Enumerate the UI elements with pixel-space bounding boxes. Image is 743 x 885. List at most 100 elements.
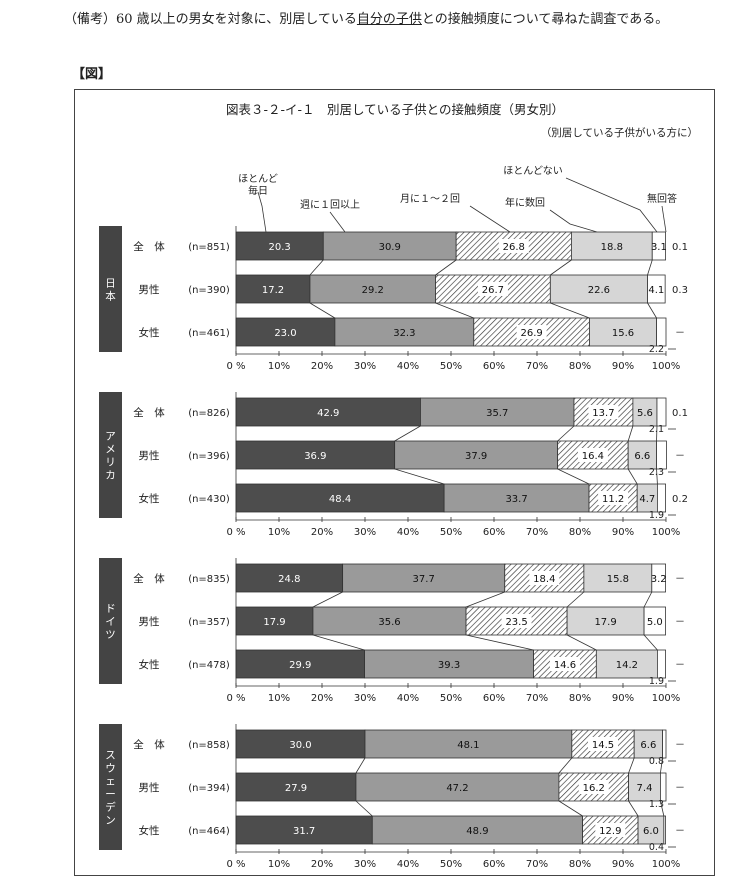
data-label: 6.6 xyxy=(634,451,650,462)
row-n: (n=461) xyxy=(188,328,230,339)
x-tick-label: 30% xyxy=(354,361,376,372)
bar-segment xyxy=(647,274,666,304)
connector-line xyxy=(628,800,639,817)
legend-label-1: 週に１回以上 xyxy=(300,199,360,211)
x-tick-label: 50% xyxy=(440,859,462,870)
data-label: 26.9 xyxy=(520,328,542,339)
bar-segment xyxy=(583,563,653,593)
row-n: (n=357) xyxy=(188,617,230,628)
connector-line xyxy=(435,259,457,276)
bar-segment xyxy=(571,231,653,261)
legend-label-3: 年に数回 xyxy=(505,196,545,209)
data-label: 7.4 xyxy=(637,783,653,794)
bar-segment xyxy=(420,397,575,427)
row-n: (n=851) xyxy=(188,242,230,253)
x-tick-label: 20% xyxy=(311,361,333,372)
connector-line xyxy=(465,591,505,608)
data-label: 5.6 xyxy=(637,408,653,419)
data-label: 37.9 xyxy=(465,451,487,462)
x-tick-label: 0 % xyxy=(226,859,245,870)
connector-line xyxy=(394,425,421,442)
x-tick-label: 0 % xyxy=(226,693,245,704)
no-answer-label: － xyxy=(675,660,685,671)
bar-segment xyxy=(235,772,357,802)
x-tick-label: 60% xyxy=(483,527,505,538)
data-label: 36.9 xyxy=(304,451,326,462)
label-bg xyxy=(598,491,629,505)
row-n: (n=858) xyxy=(188,740,230,751)
connector-line xyxy=(628,757,635,774)
data-label: 15.6 xyxy=(612,328,634,339)
bar-segment xyxy=(235,815,373,845)
country-label-3: ー xyxy=(105,789,116,801)
chart-frame xyxy=(74,89,715,876)
data-label: 17.9 xyxy=(263,617,285,628)
data-label: 2.1 xyxy=(649,424,664,435)
connector-line xyxy=(435,302,474,319)
data-label: 11.2 xyxy=(602,494,624,505)
row-label: 全 体 xyxy=(133,240,165,253)
bar-segment xyxy=(656,397,667,427)
connector-line xyxy=(660,800,665,817)
data-label: 3.1 xyxy=(651,242,667,253)
x-tick-label: 60% xyxy=(483,859,505,870)
no-answer-label: － xyxy=(675,328,685,339)
country-label-1: リ xyxy=(105,457,116,469)
country-label-0: 本 xyxy=(105,290,116,303)
data-label: 18.8 xyxy=(601,242,623,253)
note-prefix: （備考）60 歳以上の男女を対象に、別居している xyxy=(64,12,357,27)
data-label: 14.6 xyxy=(554,660,576,671)
bar-segment xyxy=(657,649,666,679)
label-bg xyxy=(549,657,580,671)
data-label: 32.3 xyxy=(393,328,415,339)
data-label: 26.8 xyxy=(503,242,525,253)
bar-segment xyxy=(342,563,506,593)
data-label: 30.9 xyxy=(379,242,401,253)
bar-segment xyxy=(660,772,667,802)
connector-line xyxy=(558,757,573,774)
legend-leader-5 xyxy=(661,205,667,233)
x-tick-label: 90% xyxy=(612,361,634,372)
label-bg xyxy=(501,614,532,628)
data-label: 14.5 xyxy=(592,740,614,751)
country-label-2: ツ xyxy=(105,629,116,641)
label-bg xyxy=(516,325,547,339)
country-label-3: ン xyxy=(105,815,116,827)
x-tick-label: 30% xyxy=(354,527,376,538)
data-label: 1.3 xyxy=(649,799,664,810)
x-tick-label: 0 % xyxy=(226,361,245,372)
connector-line xyxy=(309,259,324,276)
row-n: (n=390) xyxy=(188,285,230,296)
row-label: 全 体 xyxy=(133,572,165,585)
no-answer-label: － xyxy=(675,826,685,837)
country-label-3: ェ xyxy=(105,776,116,788)
country-label-1: カ xyxy=(105,470,116,482)
row-n: (n=394) xyxy=(188,783,230,794)
row-label: 男性 xyxy=(139,449,160,462)
data-label: 48.9 xyxy=(466,826,488,837)
data-label: 39.3 xyxy=(438,660,460,671)
connector-line xyxy=(312,591,343,608)
connector-line xyxy=(355,800,373,817)
data-label: 35.7 xyxy=(486,408,508,419)
row-n: (n=826) xyxy=(188,408,230,419)
bar-segment xyxy=(443,483,590,513)
row-label: 全 体 xyxy=(133,406,165,419)
connector-line xyxy=(643,591,653,608)
x-tick-label: 70% xyxy=(526,859,548,870)
no-answer-label: － xyxy=(675,617,685,628)
data-label: 6.0 xyxy=(643,826,659,837)
no-answer-label: 0.2 xyxy=(672,494,688,505)
bar-segment xyxy=(355,772,560,802)
x-tick-label: 10% xyxy=(268,859,290,870)
legend-label-4: ほとんどない xyxy=(503,165,563,177)
data-label: 24.8 xyxy=(278,574,300,585)
data-label: 29.2 xyxy=(362,285,384,296)
no-answer-label: － xyxy=(675,783,685,794)
label-bg xyxy=(595,823,626,837)
x-tick-label: 0 % xyxy=(226,527,245,538)
no-answer-label: 0.1 xyxy=(672,242,688,253)
legend-leader-0 xyxy=(257,191,267,233)
country-label-3: ス xyxy=(105,750,116,762)
data-label: 3.2 xyxy=(651,574,667,585)
